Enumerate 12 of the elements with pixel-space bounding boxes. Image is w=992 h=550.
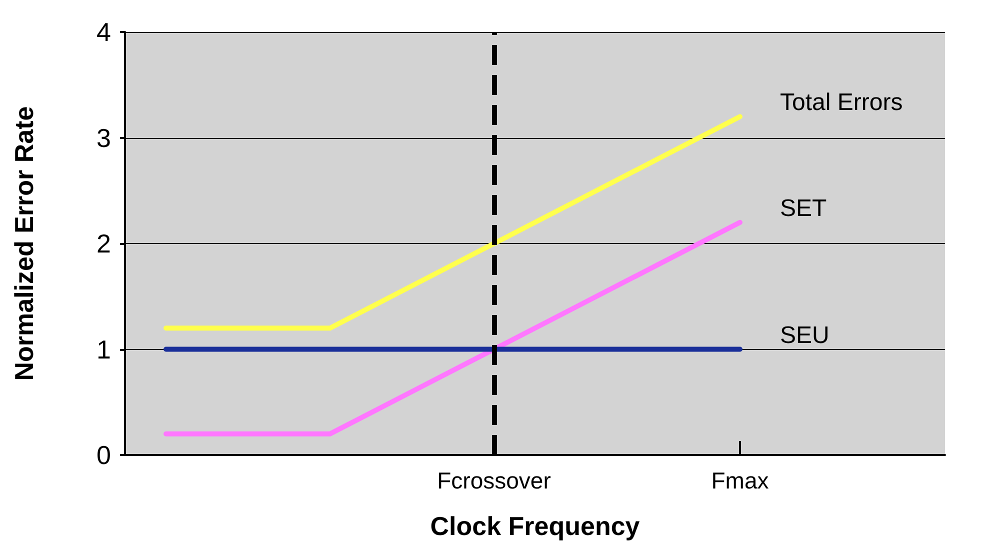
series-label: SET [780,194,828,222]
y-axis-title: Normalized Error Rate [9,106,39,381]
y-tick-label: 2 [96,228,111,258]
y-tick-label: 0 [96,440,111,470]
y-tick-label: 1 [96,334,111,364]
x-tick-label: Fmax [711,468,770,494]
y-tick-label: 3 [96,122,111,153]
y-tick-label: 4 [96,17,111,47]
x-axis-title: Clock Frequency [430,511,640,541]
series-label: SEU [780,322,830,349]
x-tick-label: Fcrossover [437,468,552,494]
series-label: Total Errors [780,89,903,116]
